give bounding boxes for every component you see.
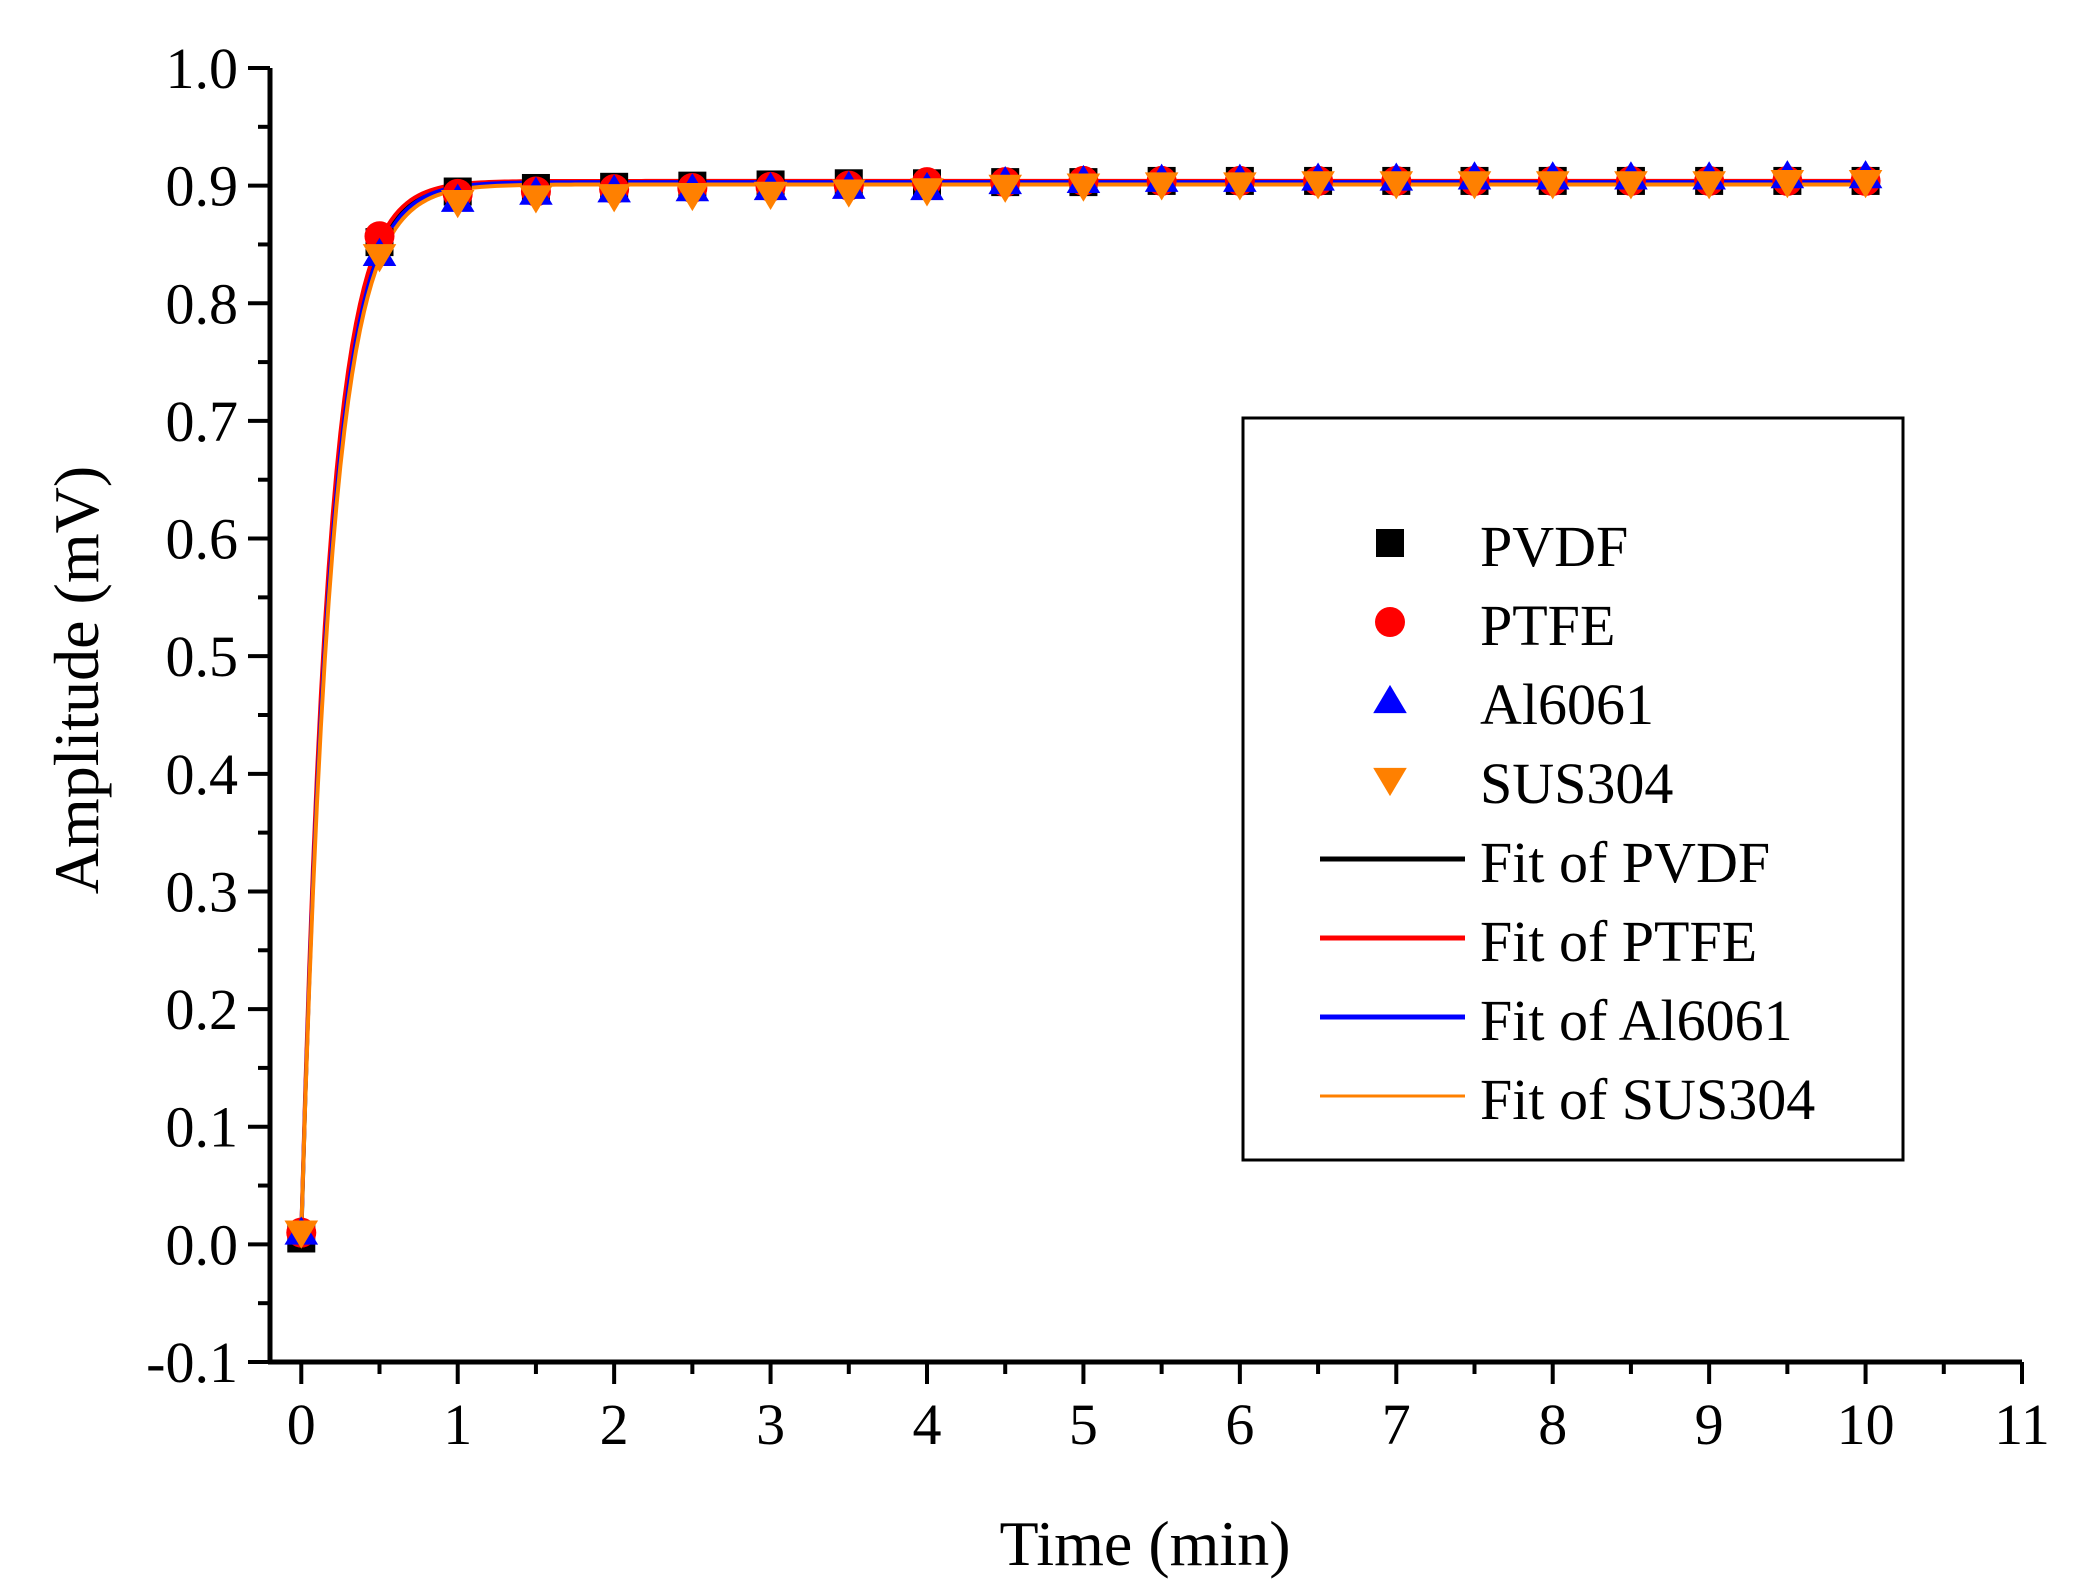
data-point: [1692, 171, 1726, 200]
y-tick-label: 0.6: [166, 507, 239, 572]
x-tick-label: 1: [443, 1392, 472, 1457]
axes: 0 1 2 3 4 5 6 7 8 9 10 11 -0.1 0.0 0.1 0.2 0.3 0.4 0.5 0.6 0…: [146, 36, 2050, 1457]
legend-label: Fit of Al6061: [1480, 988, 1793, 1053]
legend-marker: [1373, 767, 1407, 797]
data-point: [1457, 171, 1492, 200]
legend-marker: [1373, 684, 1407, 714]
legend-marker: [1376, 529, 1404, 557]
x-axis-title: Time (min): [1000, 1508, 1291, 1579]
legend-box: [1241, 416, 1905, 1162]
y-tick-label: -0.1: [146, 1330, 238, 1395]
data-point: [675, 182, 710, 212]
data-point: [1614, 171, 1648, 200]
legend-marker: [1375, 607, 1405, 637]
x-tick-label: 11: [1994, 1392, 2050, 1457]
y-tick-label: 0.7: [166, 389, 239, 454]
y-tick-label: 0.9: [166, 154, 239, 219]
data-point: [988, 174, 1023, 203]
legend-label: PVDF: [1480, 514, 1628, 579]
data-point: [1301, 171, 1335, 200]
x-tick-label: 3: [756, 1392, 785, 1457]
data-point: [1379, 171, 1414, 200]
x-tick-label: 9: [1695, 1392, 1724, 1457]
data-point: [1770, 170, 1805, 199]
y-tick-label: 0.5: [166, 624, 239, 689]
data-point: [910, 178, 944, 207]
x-tick-label: 0: [287, 1392, 316, 1457]
data-point: [753, 181, 788, 210]
x-tick-label: 8: [1538, 1392, 1567, 1457]
y-tick-label: 0.3: [166, 859, 239, 924]
y-tick-label: 0.2: [166, 977, 239, 1042]
x-tick-label: 2: [600, 1392, 629, 1457]
data-point: [1223, 172, 1257, 201]
legend-label: SUS304: [1480, 751, 1673, 816]
y-tick-label: 0.1: [166, 1095, 239, 1160]
x-tick-label: 10: [1837, 1392, 1895, 1457]
y-tick-label: 1.0: [166, 36, 239, 101]
legend-label: PTFE: [1480, 593, 1615, 658]
data-point: [1144, 172, 1179, 201]
plot-area: [284, 160, 1883, 1253]
data-point: [440, 190, 475, 219]
data-point: [519, 185, 553, 214]
legend-label: Fit of PVDF: [1480, 830, 1770, 895]
x-tick-label: 4: [913, 1392, 942, 1457]
y-tick-label: 0.0: [166, 1212, 239, 1277]
data-point: [364, 221, 395, 252]
y-tick-label: 0.8: [166, 271, 239, 336]
y-tick-label: 0.4: [166, 742, 239, 807]
x-tick-label: 5: [1069, 1392, 1098, 1457]
legend: PVDF PTFE Al6061 SUS304 Fit of PVDF Fit of PT…: [1241, 416, 1905, 1162]
y-axis-title: Amplitude (mV): [41, 466, 112, 894]
x-tick-label: 7: [1382, 1392, 1411, 1457]
legend-label: Fit of PTFE: [1480, 909, 1757, 974]
legend-label: Al6061: [1480, 672, 1654, 737]
data-point: [1066, 173, 1101, 202]
data-point: [831, 179, 866, 208]
data-point: [1848, 170, 1883, 199]
x-tick-label: 6: [1225, 1392, 1254, 1457]
data-point: [597, 184, 631, 213]
data-point: [284, 1220, 319, 1249]
data-point: [1535, 171, 1570, 200]
legend-label: Fit of SUS304: [1480, 1067, 1815, 1132]
data-point: [362, 244, 397, 273]
